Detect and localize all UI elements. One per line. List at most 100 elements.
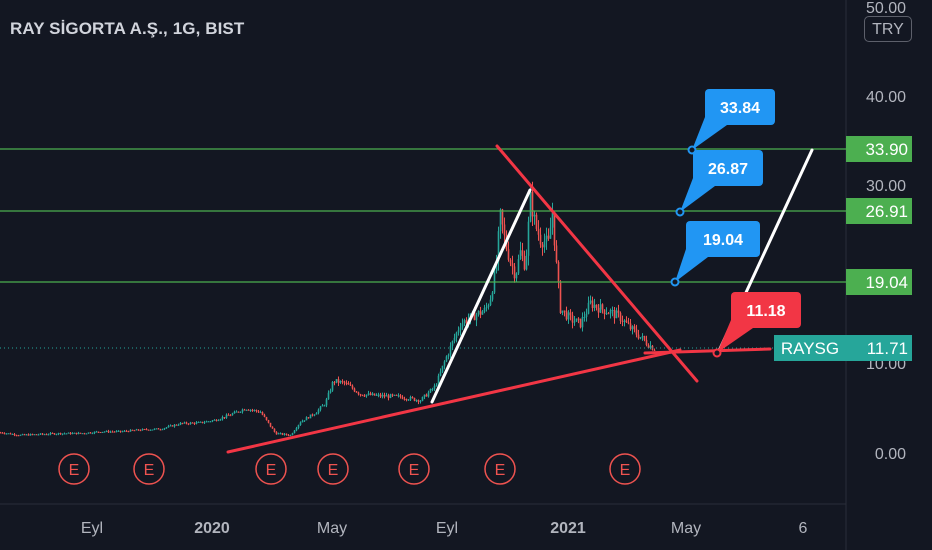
candle-body — [29, 434, 32, 436]
candle-body — [271, 426, 274, 429]
earnings-marker[interactable]: E — [133, 453, 165, 485]
candle-body — [355, 391, 358, 393]
candle-body — [103, 431, 106, 433]
callout-pointer — [717, 320, 753, 353]
candle-body — [563, 310, 566, 312]
candle-body — [643, 336, 646, 340]
candle-body — [237, 411, 240, 413]
earnings-marker[interactable]: E — [609, 453, 641, 485]
candle-body — [373, 393, 376, 396]
trendline[interactable] — [226, 348, 682, 454]
candle-body — [97, 431, 100, 433]
earnings-marker[interactable]: E — [58, 453, 90, 485]
candle-body — [267, 419, 270, 423]
candle-body — [155, 428, 158, 430]
candle-body — [233, 411, 236, 414]
earnings-marker[interactable]: E — [398, 453, 430, 485]
trendline[interactable] — [495, 144, 699, 383]
price-callout[interactable]: 33.84 — [687, 89, 776, 155]
candle-body — [601, 304, 604, 310]
candle-body — [23, 434, 26, 436]
candle-body — [321, 405, 324, 407]
candle-body — [253, 410, 256, 412]
candle-body — [361, 394, 364, 396]
candle-body — [581, 316, 584, 328]
candle-body — [249, 409, 252, 411]
candle-body — [331, 382, 334, 391]
level-price-label-bg — [846, 269, 912, 295]
candle-body — [585, 313, 588, 317]
candle-body — [419, 400, 422, 402]
candle-body — [413, 397, 416, 401]
candle-body — [259, 412, 262, 414]
candle-body — [121, 431, 124, 433]
candle-body — [587, 302, 590, 314]
candle-body — [107, 430, 110, 433]
candle-body — [605, 313, 608, 315]
candle-body — [297, 424, 300, 429]
candle-body — [457, 330, 460, 333]
candle-body — [11, 433, 14, 435]
candle-body — [491, 292, 494, 300]
candle-body — [151, 429, 154, 431]
currency-button[interactable]: TRY — [864, 16, 912, 42]
candle-body — [589, 300, 592, 303]
candle-body — [225, 414, 228, 418]
candle-body — [521, 250, 524, 256]
candle-body — [285, 433, 288, 435]
candle-body — [385, 395, 388, 397]
candle-body — [161, 429, 164, 431]
candle-body — [635, 329, 638, 335]
price-callout[interactable]: 11.18 — [712, 292, 802, 358]
candle-body — [337, 379, 340, 383]
candle-body — [489, 299, 492, 306]
candle-body — [625, 320, 628, 323]
candle-body — [319, 406, 322, 410]
candle-body — [387, 395, 390, 398]
candle-body — [5, 433, 8, 435]
candle-body — [149, 429, 152, 431]
level-price-label-bg — [846, 136, 912, 162]
candle-body — [303, 420, 306, 422]
candle-body — [335, 379, 338, 383]
earnings-label: E — [620, 462, 631, 479]
callout-pointer — [675, 249, 708, 282]
earnings-circle — [317, 453, 349, 485]
candle-body — [99, 432, 102, 434]
earnings-label: E — [144, 462, 155, 479]
candle-body — [73, 432, 76, 434]
earnings-marker[interactable]: E — [317, 453, 349, 485]
trendline[interactable] — [430, 188, 532, 404]
candle-body — [51, 433, 54, 435]
candle-body — [19, 434, 22, 436]
price-callout[interactable]: 26.87 — [675, 150, 764, 217]
candle-body — [609, 310, 612, 314]
earnings-marker[interactable]: E — [255, 453, 287, 485]
x-tick-label: 2020 — [194, 520, 230, 537]
earnings-label: E — [69, 462, 80, 479]
candle-body — [379, 394, 382, 397]
callout-text: 26.87 — [708, 161, 748, 178]
price-callout[interactable]: 19.04 — [670, 221, 761, 287]
earnings-marker[interactable]: E — [484, 453, 516, 485]
candle-body — [495, 261, 498, 272]
candle-body — [219, 419, 222, 421]
candle-body — [59, 433, 62, 435]
symbol-tag[interactable]: RAYSG — [781, 339, 839, 358]
candle-body — [125, 430, 128, 432]
candle-body — [139, 430, 142, 432]
candle-body — [101, 431, 104, 433]
candle-body — [115, 431, 118, 433]
candle-body — [133, 430, 136, 432]
candle-body — [131, 429, 134, 431]
candle-body — [429, 388, 432, 393]
candle-body — [577, 318, 580, 320]
candle-body — [25, 434, 28, 436]
candle-body — [195, 422, 198, 424]
candle-body — [329, 390, 332, 393]
trendline[interactable] — [643, 347, 772, 355]
candle-body — [87, 432, 90, 434]
earnings-circle — [609, 453, 641, 485]
candle-body — [157, 428, 160, 430]
